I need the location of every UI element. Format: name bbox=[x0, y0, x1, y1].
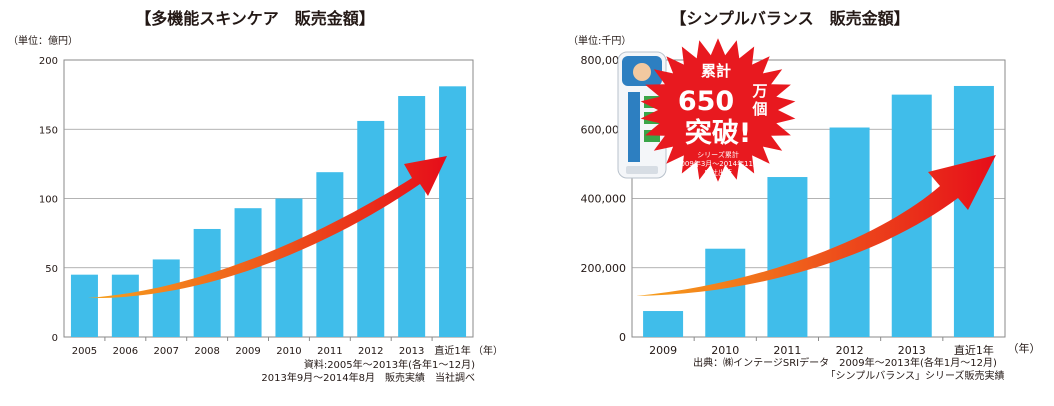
growth-arrow bbox=[88, 156, 447, 299]
x-tick-label: 2011 bbox=[317, 346, 342, 357]
sales-milestone-badge: 累計 650 万 個 突破! シリーズ累計 2009年3月～2014年11月 自… bbox=[640, 38, 796, 182]
badge-unit1: 万 bbox=[751, 82, 767, 100]
y-tick-label: 800,000 bbox=[581, 54, 627, 67]
source-note-line2: 2013年9月～2014年8月 販売実績 当社調べ bbox=[261, 371, 475, 384]
starburst-shape bbox=[640, 38, 796, 182]
x-tick-label: 2012 bbox=[358, 346, 383, 357]
x-axis: 2005 2006 2007 2008 2009 2010 2011 2012 2013 直近1年 bbox=[72, 337, 471, 357]
source-note-line2: 「シンプルバランス」シリーズ販売実績 bbox=[826, 369, 1005, 382]
badge-small3: 自社出荷 bbox=[704, 168, 732, 177]
bar bbox=[152, 259, 180, 337]
chart-title: 【シンプルバランス 販売金額】 bbox=[670, 9, 909, 28]
x-tick-label: 直近1年 bbox=[954, 343, 994, 357]
x-tick-label: 2007 bbox=[154, 346, 179, 357]
simple-balance-sales-chart: 【シンプルバランス 販売金額】 （単位:千円） 0 200,000 400,000 6… bbox=[568, 9, 1041, 382]
bar bbox=[829, 127, 870, 337]
bar-series bbox=[643, 85, 994, 337]
y-axis: 0 200,000 400,000 600,000 800,000 bbox=[581, 54, 627, 344]
x-tick-label: 2008 bbox=[194, 346, 219, 357]
year-suffix: （年） bbox=[1008, 341, 1041, 355]
x-axis: 2009 2010 2011 2012 2013 直近1年 bbox=[649, 337, 994, 357]
x-tick-label: 2009 bbox=[235, 346, 260, 357]
y-tick-label: 400,000 bbox=[581, 193, 627, 206]
x-tick-label: 2010 bbox=[711, 344, 739, 357]
unit-label: （単位：億円） bbox=[8, 34, 78, 47]
bar bbox=[70, 274, 98, 337]
bar bbox=[767, 177, 808, 337]
x-tick-label: 2013 bbox=[898, 344, 926, 357]
x-tick-label: 直近1年 bbox=[434, 344, 470, 357]
badge-line1: 累計 bbox=[701, 62, 731, 80]
x-tick-label: 2011 bbox=[773, 344, 801, 357]
y-tick-label: 600,000 bbox=[581, 123, 627, 136]
x-tick-label: 2005 bbox=[72, 346, 97, 357]
x-tick-label: 2006 bbox=[113, 346, 138, 357]
bar bbox=[953, 85, 994, 337]
y-tick-label: 100 bbox=[39, 195, 58, 206]
bar bbox=[357, 120, 385, 337]
growth-arrow bbox=[636, 155, 996, 296]
y-tick-label: 0 bbox=[52, 333, 58, 344]
badge-line3: 突破! bbox=[685, 117, 751, 149]
y-tick-label: 200 bbox=[39, 56, 58, 67]
bar bbox=[398, 96, 426, 337]
bar bbox=[439, 86, 467, 337]
y-tick-label: 0 bbox=[619, 331, 626, 344]
x-tick-label: 2012 bbox=[836, 344, 864, 357]
y-tick-label: 200,000 bbox=[581, 262, 627, 275]
source-note-line1: 出典：㈱インテージSRIデータ 2009年～2013年(各年1月～12月) bbox=[693, 356, 997, 369]
chart-title: 【多機能スキンケア 販売金額】 bbox=[135, 9, 375, 28]
y-axis: 0 50 100 150 200 bbox=[39, 56, 58, 344]
skincare-sales-chart: 【多機能スキンケア 販売金額】 （単位：億円） 0 50 100 150 200 200… bbox=[8, 9, 503, 384]
bar bbox=[111, 274, 139, 337]
y-tick-label: 150 bbox=[39, 125, 58, 136]
bar bbox=[643, 311, 684, 337]
badge-small1: シリーズ累計 bbox=[697, 150, 739, 159]
source-note-line1: 資料:2005年～2013年(各年1～12月) bbox=[304, 358, 475, 371]
x-tick-label: 2009 bbox=[649, 344, 677, 357]
bar bbox=[316, 172, 344, 337]
bar bbox=[275, 198, 303, 337]
badge-small2: 2009年3月～2014年11月 bbox=[676, 159, 760, 168]
badge-number: 650 bbox=[678, 86, 734, 117]
bar bbox=[705, 248, 746, 337]
x-tick-label: 2010 bbox=[276, 346, 301, 357]
year-suffix: （年） bbox=[473, 344, 503, 357]
y-tick-label: 50 bbox=[45, 264, 58, 275]
unit-label: （単位:千円） bbox=[568, 34, 631, 47]
bar-series bbox=[70, 86, 467, 337]
x-tick-label: 2013 bbox=[399, 346, 424, 357]
badge-unit2: 個 bbox=[751, 100, 767, 118]
